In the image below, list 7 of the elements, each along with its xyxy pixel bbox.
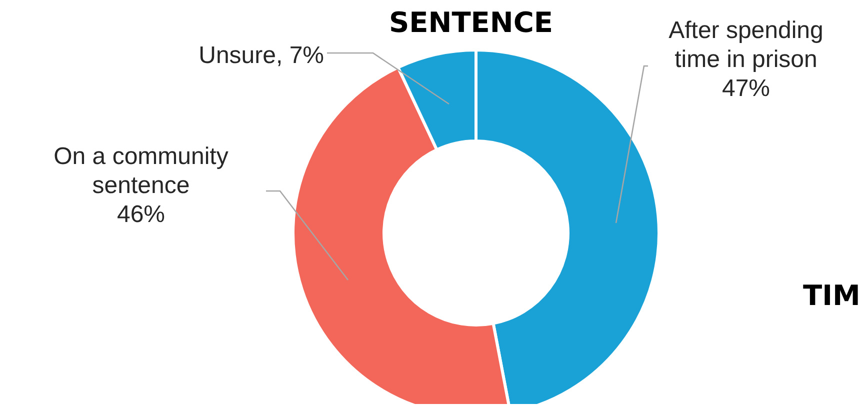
chart-title: SENTENCE	[388, 6, 554, 39]
text: TIM	[803, 279, 860, 312]
slice-label: After spending time in prison	[668, 17, 824, 73]
slice-label: Unsure, 7%	[198, 42, 324, 69]
data-label: 47%	[722, 75, 770, 102]
data-label: 46%	[116, 201, 166, 228]
slice-label: On a community sentence	[54, 143, 228, 199]
